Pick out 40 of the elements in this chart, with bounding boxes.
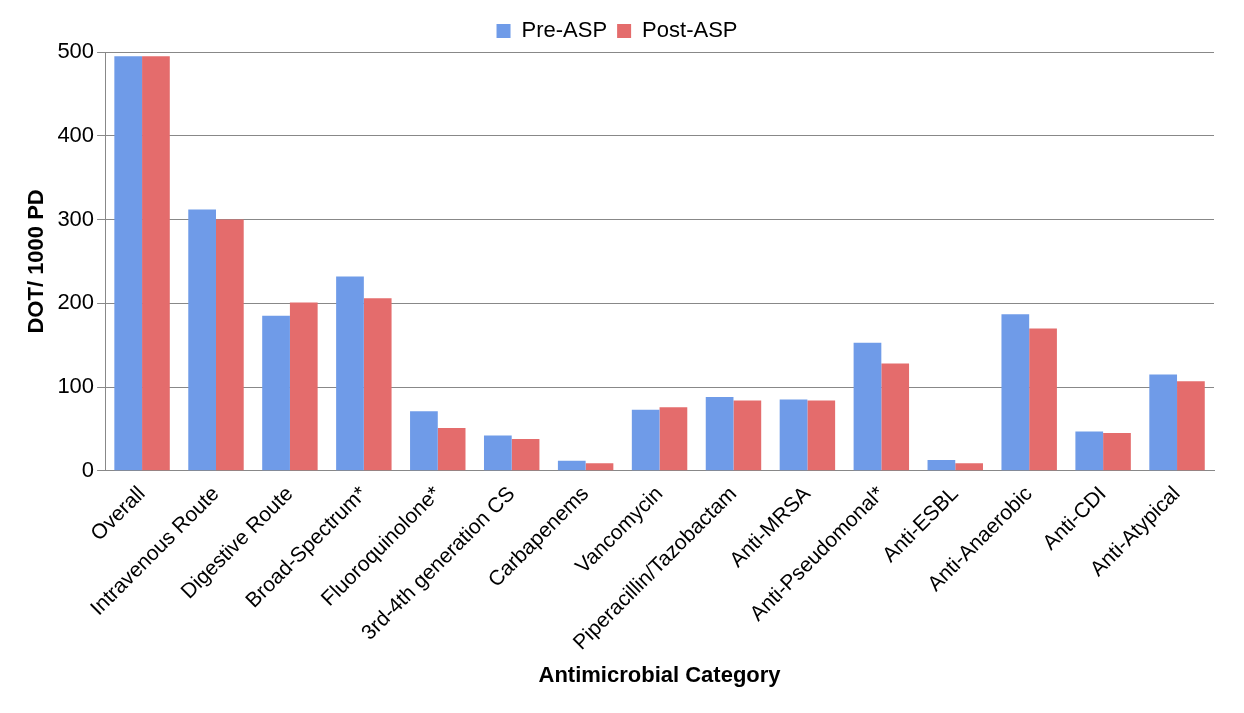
y-tick-label: 400 [57,121,95,147]
bar [1029,328,1057,471]
y-tick-label: 0 [81,456,95,482]
bar [1001,314,1030,471]
bar [853,342,882,471]
y-tick-label: 100 [57,373,95,399]
bar [631,409,660,471]
legend-label: Pre-ASP [521,17,608,43]
bar [363,298,392,471]
bar [733,400,762,471]
bar [188,209,216,471]
bar [807,400,836,471]
bar [585,463,614,471]
bar [262,315,290,471]
bar [557,460,586,471]
bar [659,407,688,471]
x-axis-title: Antimicrobial Category [538,661,782,687]
bar [437,428,466,471]
bar [881,363,910,471]
bar [483,435,512,471]
bar [705,397,734,471]
bar [336,276,364,471]
bar [1075,431,1104,471]
bar [927,459,956,471]
bar [779,399,808,471]
y-axis-title: DOT/ 1000 PD [23,189,49,334]
bar [1177,381,1205,471]
legend-label: Post-ASP [642,17,738,43]
bar [114,56,143,471]
y-tick-label: 200 [57,289,95,315]
bar [1103,433,1131,471]
bar [216,219,244,471]
y-tick-label: 300 [57,205,95,231]
bar [955,463,983,471]
bar [511,438,540,471]
bar [142,56,170,471]
bar [1149,374,1178,471]
bar [410,411,438,471]
y-tick-label: 500 [57,38,95,64]
bar [289,302,318,471]
